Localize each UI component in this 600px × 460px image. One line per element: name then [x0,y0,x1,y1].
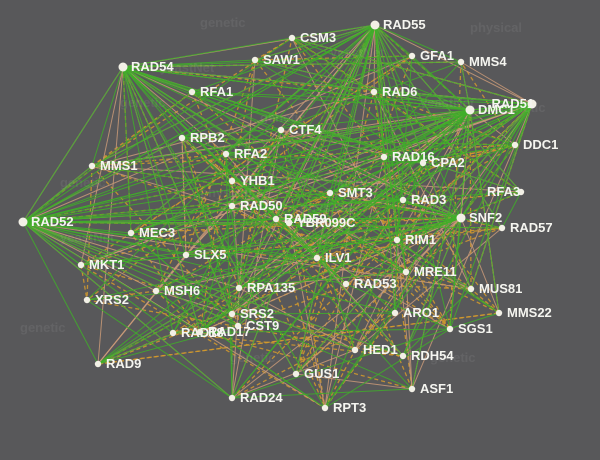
svg-text:RPT3: RPT3 [333,400,366,415]
node-mkt1[interactable]: MKT1 [78,257,125,272]
svg-text:MMS22: MMS22 [507,305,552,320]
svg-text:RAD55: RAD55 [383,17,426,32]
svg-text:ASF1: ASF1 [420,381,453,396]
node-rad16[interactable]: RAD16 [381,149,435,164]
svg-text:RIM1: RIM1 [405,232,436,247]
node-mms4[interactable]: MMS4 [458,54,508,69]
svg-text:RFA2: RFA2 [234,146,267,161]
svg-text:ARO1: ARO1 [403,305,439,320]
svg-text:RAD53: RAD53 [354,276,397,291]
node-ybr099c[interactable]: YBR099C [286,215,356,230]
svg-text:MSH6: MSH6 [164,283,200,298]
node-hed1[interactable]: HED1 [352,342,398,357]
node-slx5[interactable]: SLX5 [183,247,227,262]
node-rfa3[interactable]: RFA3 [487,184,524,199]
node-rad55[interactable]: RAD55 [371,17,426,32]
node-msh6[interactable]: MSH6 [153,283,200,298]
svg-text:RAD50: RAD50 [240,198,283,213]
node-gus1[interactable]: GUS1 [293,366,340,381]
svg-text:SLX5: SLX5 [194,247,227,262]
node-sgs1[interactable]: SGS1 [447,321,493,336]
svg-text:RAD6: RAD6 [382,84,417,99]
node-snf2[interactable]: SNF2 [457,210,503,225]
node-rad53[interactable]: RAD53 [343,276,397,291]
svg-text:RAD57: RAD57 [510,220,553,235]
svg-text:MMS1: MMS1 [100,158,138,173]
svg-text:RAD24: RAD24 [240,390,283,405]
node-rad3[interactable]: RAD3 [400,192,447,207]
svg-text:HED1: HED1 [363,342,398,357]
svg-text:RPB2: RPB2 [190,130,225,145]
node-yhb1[interactable]: YHB1 [229,173,275,188]
node-saw1[interactable]: SAW1 [252,52,300,67]
svg-text:CSM3: CSM3 [300,30,336,45]
svg-text:RDH54: RDH54 [411,348,454,363]
svg-text:CPA2: CPA2 [431,155,465,170]
node-rdh54[interactable]: RDH54 [400,348,455,363]
node-rad9[interactable]: RAD9 [95,356,142,371]
svg-text:RAD54: RAD54 [131,59,174,74]
network-graph: RAD54 SAW1 CSM3 RAD55 GFA1 MMS4 RFA1 RAD6 DMC1 RA… [0,0,600,460]
node-ctf4[interactable]: CTF4 [278,122,322,137]
node-asf1[interactable]: ASF1 [409,381,453,396]
svg-text:RFA3: RFA3 [487,184,520,199]
svg-text:MUS81: MUS81 [479,281,522,296]
svg-text:GUS1: GUS1 [304,366,339,381]
svg-text:YBR099C: YBR099C [297,215,356,230]
node-mec3[interactable]: MEC3 [128,225,175,240]
svg-text:MRE11: MRE11 [414,264,457,279]
node-smt3[interactable]: SMT3 [327,185,373,200]
node-gfa1[interactable]: GFA1 [409,48,454,63]
svg-text:CST9: CST9 [246,318,279,333]
node-rpa135[interactable]: RPA135 [236,280,295,295]
svg-text:ILV1: ILV1 [325,250,352,265]
svg-text:RAD3: RAD3 [411,192,446,207]
node-rad52[interactable]: RAD52 [19,214,74,229]
node-mms1[interactable]: MMS1 [89,158,138,173]
node-aro1[interactable]: ARO1 [392,305,439,320]
svg-text:SAW1: SAW1 [263,52,300,67]
svg-text:DDC1: DDC1 [523,137,558,152]
node-rad6[interactable]: RAD6 [371,84,418,99]
node-ddc1[interactable]: DDC1 [512,137,559,152]
svg-text:MMS4: MMS4 [469,54,507,69]
svg-text:SMT3: SMT3 [338,185,373,200]
node-mus81[interactable]: MUS81 [468,281,523,296]
svg-text:CTF4: CTF4 [289,122,322,137]
svg-text:SGS1: SGS1 [458,321,493,336]
node-mre11[interactable]: MRE11 [403,264,457,279]
node-rfa2[interactable]: RFA2 [223,146,267,161]
svg-text:RAD51: RAD51 [492,96,535,111]
node-ilv1[interactable]: ILV1 [314,250,352,265]
svg-text:YHB1: YHB1 [240,173,275,188]
node-rfa1[interactable]: RFA1 [189,84,233,99]
svg-text:GFA1: GFA1 [420,48,454,63]
nodes-layer[interactable]: RAD54 SAW1CSM3RAD55GFA1 MMS4RFA1 RAD6DMC1RA… [0,0,600,460]
node-rpb2[interactable]: RPB2 [179,130,225,145]
node-rpt3[interactable]: RPT3 [322,400,366,415]
svg-text:RPA135: RPA135 [247,280,295,295]
svg-text:MKT1: MKT1 [89,257,124,272]
node-csm3[interactable]: CSM3 [289,30,336,45]
svg-text:RAD17: RAD17 [208,324,251,339]
svg-text:MEC3: MEC3 [139,225,175,240]
node-rad24[interactable]: RAD24 [229,390,284,405]
node-rad57[interactable]: RAD57 [499,220,553,235]
node-xrs2[interactable]: XRS2 [84,292,129,307]
svg-text:RAD16: RAD16 [392,149,435,164]
node-mms22[interactable]: MMS22 [496,305,552,320]
node-rad54[interactable]: RAD54 [119,59,175,74]
node-rad51[interactable]: RAD51 [492,96,537,111]
node-rim1[interactable]: RIM1 [394,232,436,247]
svg-text:RAD9: RAD9 [106,356,141,371]
node-rad50[interactable]: RAD50 [229,198,283,213]
svg-text:SNF2: SNF2 [469,210,502,225]
svg-text:RAD52: RAD52 [31,214,74,229]
svg-text:RFA1: RFA1 [200,84,233,99]
svg-text:XRS2: XRS2 [95,292,129,307]
